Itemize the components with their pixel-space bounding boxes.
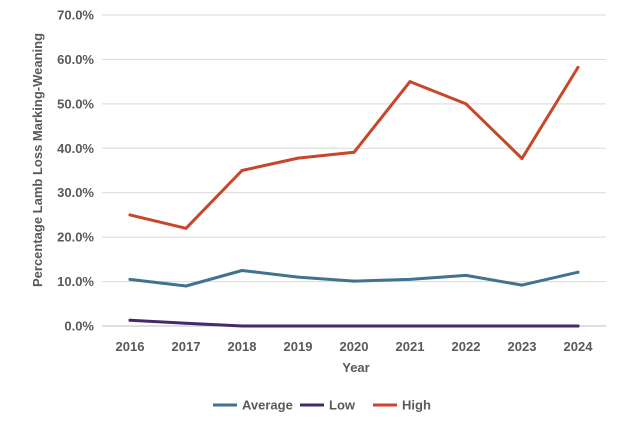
legend-label-low: Low xyxy=(329,398,356,413)
data-point-high xyxy=(576,65,580,69)
data-point-low xyxy=(240,324,244,328)
data-point-average xyxy=(296,275,300,279)
y-tick-label: 30.0% xyxy=(57,185,94,200)
data-point-average xyxy=(520,283,524,287)
y-tick-label: 20.0% xyxy=(57,230,94,245)
y-tick-label: 40.0% xyxy=(57,141,94,156)
data-point-high xyxy=(240,169,244,172)
data-point-average xyxy=(128,277,132,281)
legend-label-average: Average xyxy=(242,398,293,413)
y-tick-label: 0.0% xyxy=(64,319,94,334)
data-point-low xyxy=(408,324,412,328)
x-tick-label: 2016 xyxy=(116,339,145,354)
series-lines xyxy=(128,65,580,328)
gridlines xyxy=(102,14,606,327)
y-tick-label: 10.0% xyxy=(57,274,94,289)
x-axis-title: Year xyxy=(342,360,369,375)
data-point-low xyxy=(128,318,132,322)
legend: Average Low High xyxy=(213,398,431,413)
legend-label-high: High xyxy=(402,398,431,413)
data-point-high xyxy=(520,157,524,161)
x-tick-label: 2021 xyxy=(396,339,425,354)
data-point-average xyxy=(352,279,356,283)
data-point-average xyxy=(576,270,580,274)
data-point-high xyxy=(296,156,300,160)
data-point-high xyxy=(184,226,188,230)
data-point-average xyxy=(240,268,244,272)
data-point-low xyxy=(296,324,300,328)
y-tick-label: 50.0% xyxy=(57,96,94,111)
data-point-average xyxy=(408,277,412,281)
x-tick-label: 2018 xyxy=(228,339,257,354)
y-axis-ticks: 0.0% 10.0% 20.0% 30.0% 40.0% 50.0% 60.0% 70.0% xyxy=(57,8,94,334)
data-point-high xyxy=(352,150,356,154)
data-point-high xyxy=(464,102,468,106)
data-point-high xyxy=(128,213,132,217)
series-line-average xyxy=(128,269,580,288)
y-tick-label: 60.0% xyxy=(57,52,94,67)
data-point-low xyxy=(352,324,356,328)
x-tick-label: 2023 xyxy=(508,339,537,354)
x-tick-label: 2024 xyxy=(564,339,594,354)
x-tick-label: 2017 xyxy=(172,339,201,354)
data-point-average xyxy=(184,284,188,288)
data-point-high xyxy=(408,80,412,84)
x-axis-ticks: 2016 2017 2018 2019 2020 2021 2022 2023 2024 xyxy=(116,339,594,354)
y-axis-title: Percentage Lamb Loss Marking-Weaning xyxy=(30,33,45,287)
y-tick-label: 70.0% xyxy=(57,8,94,23)
x-tick-label: 2022 xyxy=(452,339,481,354)
x-tick-label: 2020 xyxy=(340,339,369,354)
x-tick-label: 2019 xyxy=(284,339,313,354)
data-point-low xyxy=(184,321,188,325)
data-point-average xyxy=(464,273,468,277)
data-point-low xyxy=(520,324,524,328)
data-point-low xyxy=(576,324,580,328)
data-point-low xyxy=(464,324,468,328)
